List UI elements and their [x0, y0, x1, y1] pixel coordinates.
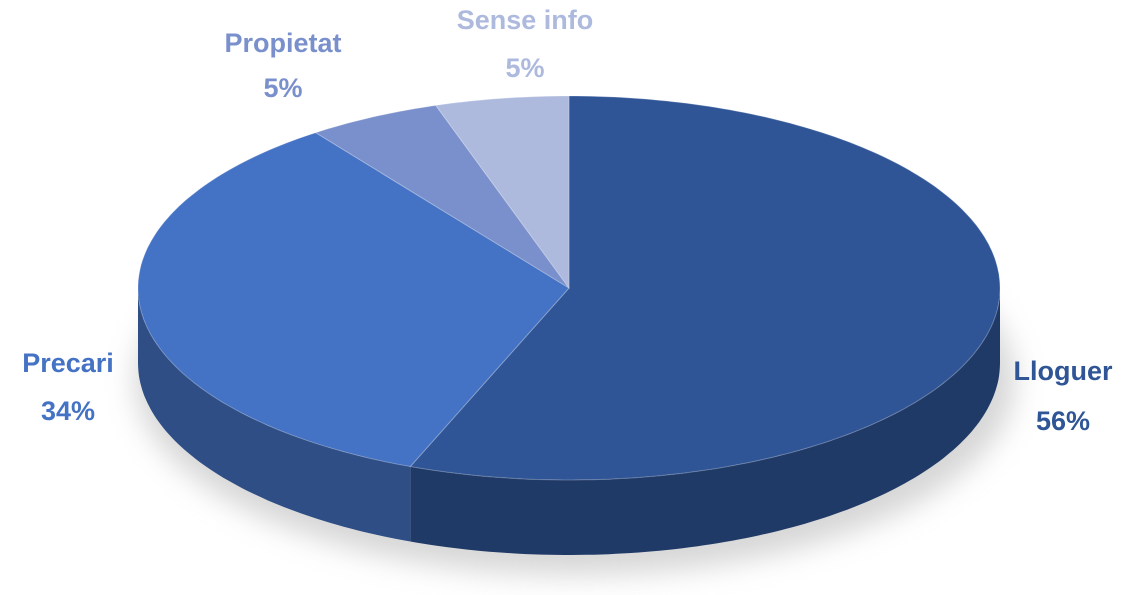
slice-value: 5%: [263, 73, 302, 103]
slice-side: [138, 288, 411, 542]
slice: [137, 132, 570, 468]
slice: [314, 104, 570, 289]
slice: [409, 95, 1001, 481]
slice-label: Lloguer: [1014, 356, 1113, 386]
slice-value: 56%: [1036, 406, 1090, 436]
slice-label: Precari: [22, 348, 114, 378]
slice-label: Propietat: [224, 28, 341, 58]
slice-value: 34%: [41, 396, 95, 426]
slice-label: Sense info: [457, 5, 594, 35]
slice-side: [410, 288, 1000, 555]
slice-value: 5%: [505, 53, 544, 83]
slice: [434, 95, 570, 290]
